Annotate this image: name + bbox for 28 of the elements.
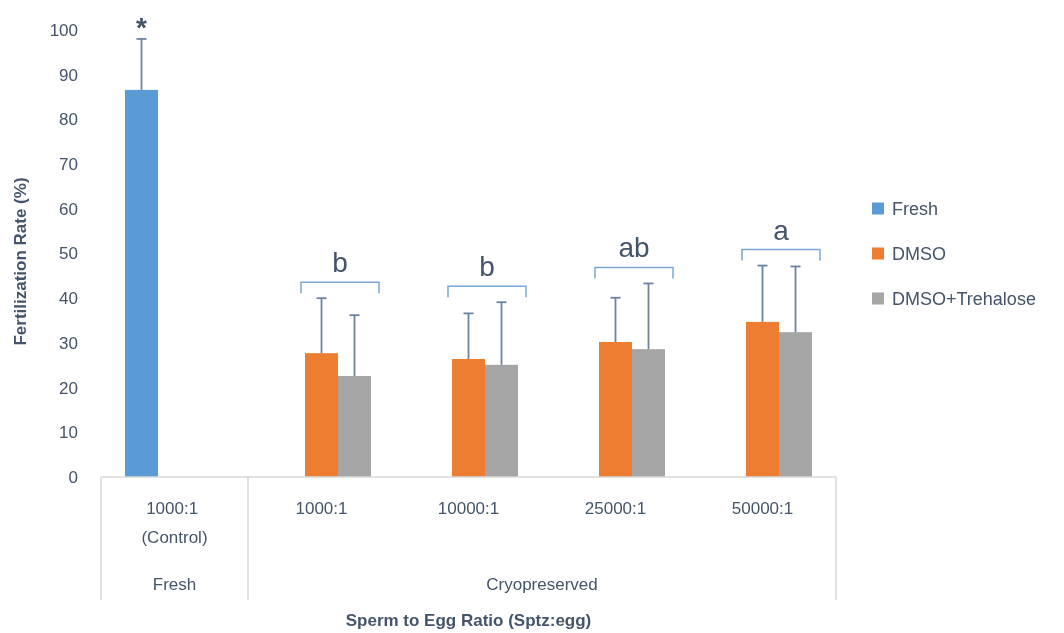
y-tick-label: 40: [59, 289, 78, 309]
y-tick-label: 10: [59, 423, 78, 443]
y-axis-title: Fertilization Rate (%): [11, 177, 30, 346]
x-axis-title: Sperm to Egg Ratio (Sptz:egg): [345, 610, 592, 630]
x-tick-label: 1000:1 (Control): [141, 498, 208, 547]
text: Fresh: [152, 574, 197, 594]
x-tick-label: 10000:1: [437, 498, 500, 518]
y-tick-label: 100: [49, 20, 78, 40]
y-tick-label: 30: [59, 333, 78, 353]
legend-label: DMSO: [892, 243, 946, 264]
y-tick-label: 90: [59, 65, 78, 85]
legend-label: DMSO+Trehalose: [892, 288, 1036, 309]
annotation: *: [136, 11, 148, 43]
x-tick-label: 1000:1: [295, 498, 348, 518]
text: Cryopreserved: [486, 574, 598, 594]
y-tick-label: 20: [59, 378, 78, 398]
annotation: ab: [618, 232, 650, 264]
annotation: a: [773, 214, 790, 246]
y-tick-label: 50: [59, 244, 78, 264]
annotation: b: [479, 251, 495, 283]
x-tick-label: 25000:1: [584, 498, 647, 518]
legend-label: Fresh: [892, 198, 939, 219]
y-tick-label: 0: [68, 467, 78, 487]
y-tick-label: 80: [59, 110, 78, 130]
y-tick-label: 60: [59, 199, 78, 219]
y-tick-label: 70: [59, 155, 78, 175]
x-tick-label: 50000:1: [731, 498, 794, 518]
annotation: b: [332, 247, 348, 279]
